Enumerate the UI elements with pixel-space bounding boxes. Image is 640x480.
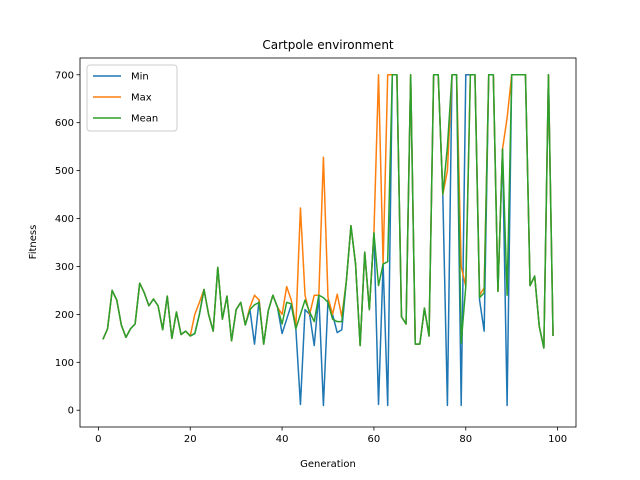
plot-frame [79,57,577,428]
series-layer [102,74,554,407]
x-tick-label: 100 [548,434,567,445]
legend-label-mean: Mean [131,114,158,125]
legend: Min Max Mean [86,64,178,132]
y-axis: 0 100 200 300 400 500 600 700 [55,70,80,417]
y-tick-label: 500 [55,166,74,177]
series-line-mean [102,74,554,349]
chart-title: Cartpole environment [262,38,394,52]
x-axis: 0 20 40 60 80 100 [95,427,567,445]
y-tick-label: 0 [68,406,74,417]
y-tick-label: 300 [55,262,74,273]
x-tick-label: 60 [368,434,381,445]
x-tick-label: 80 [459,434,472,445]
legend-label-min: Min [131,72,149,83]
x-axis-label: Generation [300,459,356,470]
x-tick-label: 20 [184,434,197,445]
legend-box [86,64,178,132]
x-tick-label: 40 [276,434,289,445]
legend-label-max: Max [131,93,152,104]
y-tick-label: 100 [55,358,74,369]
x-tick-label: 0 [95,434,101,445]
y-axis-label: Fitness [28,225,39,260]
y-tick-label: 700 [55,70,74,81]
y-tick-label: 400 [55,214,74,225]
y-tick-label: 600 [55,118,74,129]
y-tick-label: 200 [55,310,74,321]
